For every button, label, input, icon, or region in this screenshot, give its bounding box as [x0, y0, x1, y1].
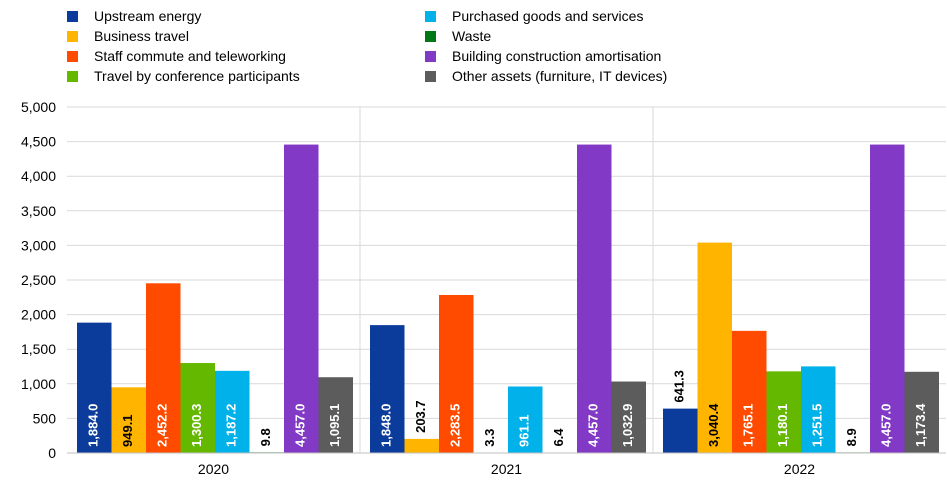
bar: [508, 386, 543, 453]
legend-label: Building construction amortisation: [452, 48, 662, 64]
legend-label: Business travel: [94, 28, 189, 44]
data-label: 1,095.1: [327, 404, 342, 447]
legend-swatch: [425, 30, 436, 42]
data-label: 1,848.0: [379, 404, 394, 447]
data-label: 203.7: [413, 400, 428, 433]
bar: [870, 144, 905, 453]
bar: [663, 408, 698, 453]
legend-item: Waste: [425, 28, 491, 44]
bar: [77, 322, 112, 453]
legend-swatch: [425, 10, 436, 22]
legend-label: Other assets (furniture, IT devices): [452, 68, 668, 84]
legend-item: Purchased goods and services: [425, 8, 643, 24]
y-tick-label: 500: [33, 410, 57, 426]
data-label: 3.3: [482, 429, 497, 447]
data-label: 1,884.0: [86, 404, 101, 447]
bar: [215, 370, 250, 453]
bar: [284, 144, 319, 453]
y-tick-label: 0: [48, 445, 56, 461]
data-label: 1,300.3: [189, 404, 204, 447]
legend-label: Upstream energy: [94, 8, 202, 24]
legend-label: Travel by conference participants: [94, 68, 300, 84]
legend-swatch: [425, 50, 436, 62]
data-label: 1,173.4: [913, 403, 928, 447]
bar: [439, 294, 474, 453]
data-label: 6.4: [551, 428, 566, 447]
data-label: 1,251.5: [810, 404, 825, 447]
bar: [146, 283, 181, 453]
bar: [904, 371, 939, 453]
y-tick-label: 2,500: [21, 272, 56, 288]
bar: [180, 363, 215, 453]
bar: [318, 377, 353, 453]
y-tick-label: 1,000: [21, 376, 56, 392]
data-label: 641.3: [672, 370, 687, 403]
x-category-label: 2021: [491, 461, 522, 477]
x-category-label: 2020: [198, 461, 229, 477]
data-label: 1,180.1: [775, 404, 790, 447]
x-category-label: 2022: [784, 461, 815, 477]
data-label: 9.8: [258, 428, 273, 446]
legend-label: Waste: [452, 28, 492, 44]
bar: [611, 381, 646, 453]
data-label: 4,457.0: [293, 404, 308, 447]
bar: [766, 371, 801, 453]
y-tick-label: 4,500: [21, 134, 56, 150]
bar: [697, 242, 732, 453]
legend-label: Purchased goods and services: [452, 8, 644, 24]
bar: [111, 387, 146, 453]
data-label: 8.9: [844, 428, 859, 446]
legend-item: Building construction amortisation: [425, 48, 661, 64]
legend-item: Other assets (furniture, IT devices): [425, 68, 667, 84]
y-tick-label: 4,000: [21, 168, 56, 184]
bar: [404, 438, 439, 453]
data-label: 949.1: [120, 414, 135, 447]
legend-item: Travel by conference participants: [67, 68, 300, 84]
legend-label: Staff commute and teleworking: [94, 48, 286, 64]
data-label: 2,283.5: [448, 404, 463, 447]
data-label: 1,187.2: [224, 404, 239, 447]
data-label: 4,457.0: [586, 404, 601, 447]
y-tick-label: 3,500: [21, 203, 56, 219]
bar: [801, 366, 836, 453]
legend-item: Business travel: [67, 28, 189, 44]
data-label: 4,457.0: [879, 404, 894, 447]
y-tick-label: 2,000: [21, 307, 56, 323]
y-tick-label: 3,000: [21, 237, 56, 253]
y-tick-label: 1,500: [21, 341, 56, 357]
legend-item: Upstream energy: [67, 8, 201, 24]
chart-legend: Upstream energy Business travel Staff comm…: [0, 0, 947, 92]
data-label: 1,765.1: [741, 404, 756, 447]
legend-swatch: [425, 70, 436, 82]
legend-swatch: [67, 30, 78, 42]
bar: [370, 325, 405, 453]
bar: [732, 330, 767, 453]
data-label: 961.1: [517, 414, 532, 447]
data-label: 1,032.9: [620, 404, 635, 447]
legend-swatch: [67, 50, 78, 62]
legend-item: Staff commute and teleworking: [67, 48, 286, 64]
legend-swatch: [67, 10, 78, 22]
y-tick-label: 5,000: [21, 99, 56, 115]
data-label: 3,040.4: [706, 403, 721, 447]
legend-swatch: [67, 70, 78, 82]
bar: [577, 144, 612, 453]
data-label: 2,452.2: [155, 404, 170, 447]
